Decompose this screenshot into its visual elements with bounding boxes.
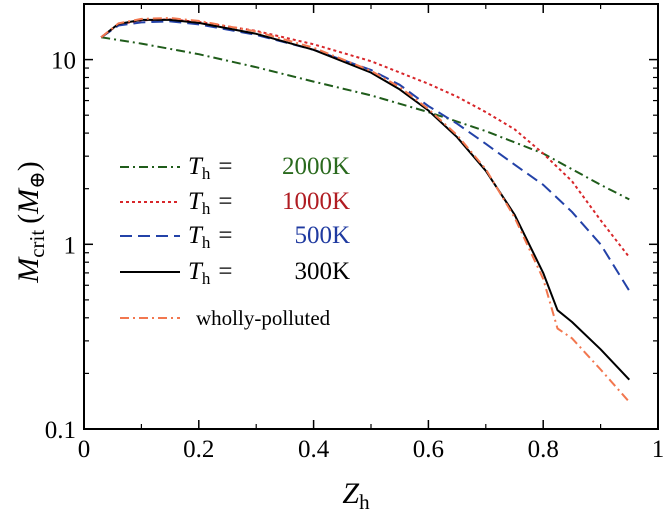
- legend-label: wholly-polluted: [196, 306, 331, 330]
- y-axis-label-unit: M: [12, 187, 45, 215]
- x-axis-label-sub: h: [359, 490, 370, 513]
- y-tick-label: 10: [51, 48, 76, 75]
- series-line-300k: [100, 18, 631, 381]
- y-axis-label-paren-close: ): [12, 161, 45, 171]
- y-axis-label-paren-open: (: [12, 214, 45, 224]
- plot-frame: [83, 3, 659, 430]
- series-line-2000k: [101, 36, 630, 201]
- y-tick-label: 0.1: [45, 417, 76, 444]
- y-tick-label: 1: [64, 232, 77, 259]
- legend-symbol: Th =: [188, 188, 233, 218]
- y-axis-label-unit-sub: ⊕: [25, 171, 49, 189]
- series-line-500k: [100, 20, 631, 292]
- legend-symbol: Th =: [188, 222, 233, 252]
- series-line-wholly-polluted: [100, 17, 631, 403]
- tick-layer: 0 0.2 0.4 0.6 0.8 1 0.1 1 10: [45, 3, 664, 463]
- x-tick-label: 0.4: [298, 436, 330, 463]
- y-axis-label: Mcrit(M⊕): [12, 161, 49, 284]
- y-axis-label-main: M: [12, 256, 45, 284]
- series-layer: [100, 17, 631, 403]
- x-tick-label: 0.8: [528, 436, 559, 463]
- x-tick-label: 1: [652, 436, 664, 463]
- y-axis-label-sub: crit: [25, 230, 49, 258]
- legend-symbol: Th =: [188, 153, 233, 183]
- x-axis-label: Zh: [342, 477, 370, 513]
- x-tick-label: 0: [78, 436, 91, 463]
- legend-layer: Th = 2000K Th = 1000K Th = 500K Th = 300K wholly-pol…: [120, 153, 350, 330]
- legend-symbol: Th =: [188, 258, 233, 288]
- series-line-1000k: [100, 18, 631, 258]
- legend-label: 500K: [294, 222, 350, 249]
- legend-label: 1000K: [282, 188, 350, 215]
- legend-label: 2000K: [282, 153, 350, 180]
- legend-label: 300K: [294, 258, 350, 285]
- x-tick-label: 0.2: [183, 436, 214, 463]
- x-tick-label: 0.6: [413, 436, 444, 463]
- x-axis-label-main: Z: [342, 477, 359, 510]
